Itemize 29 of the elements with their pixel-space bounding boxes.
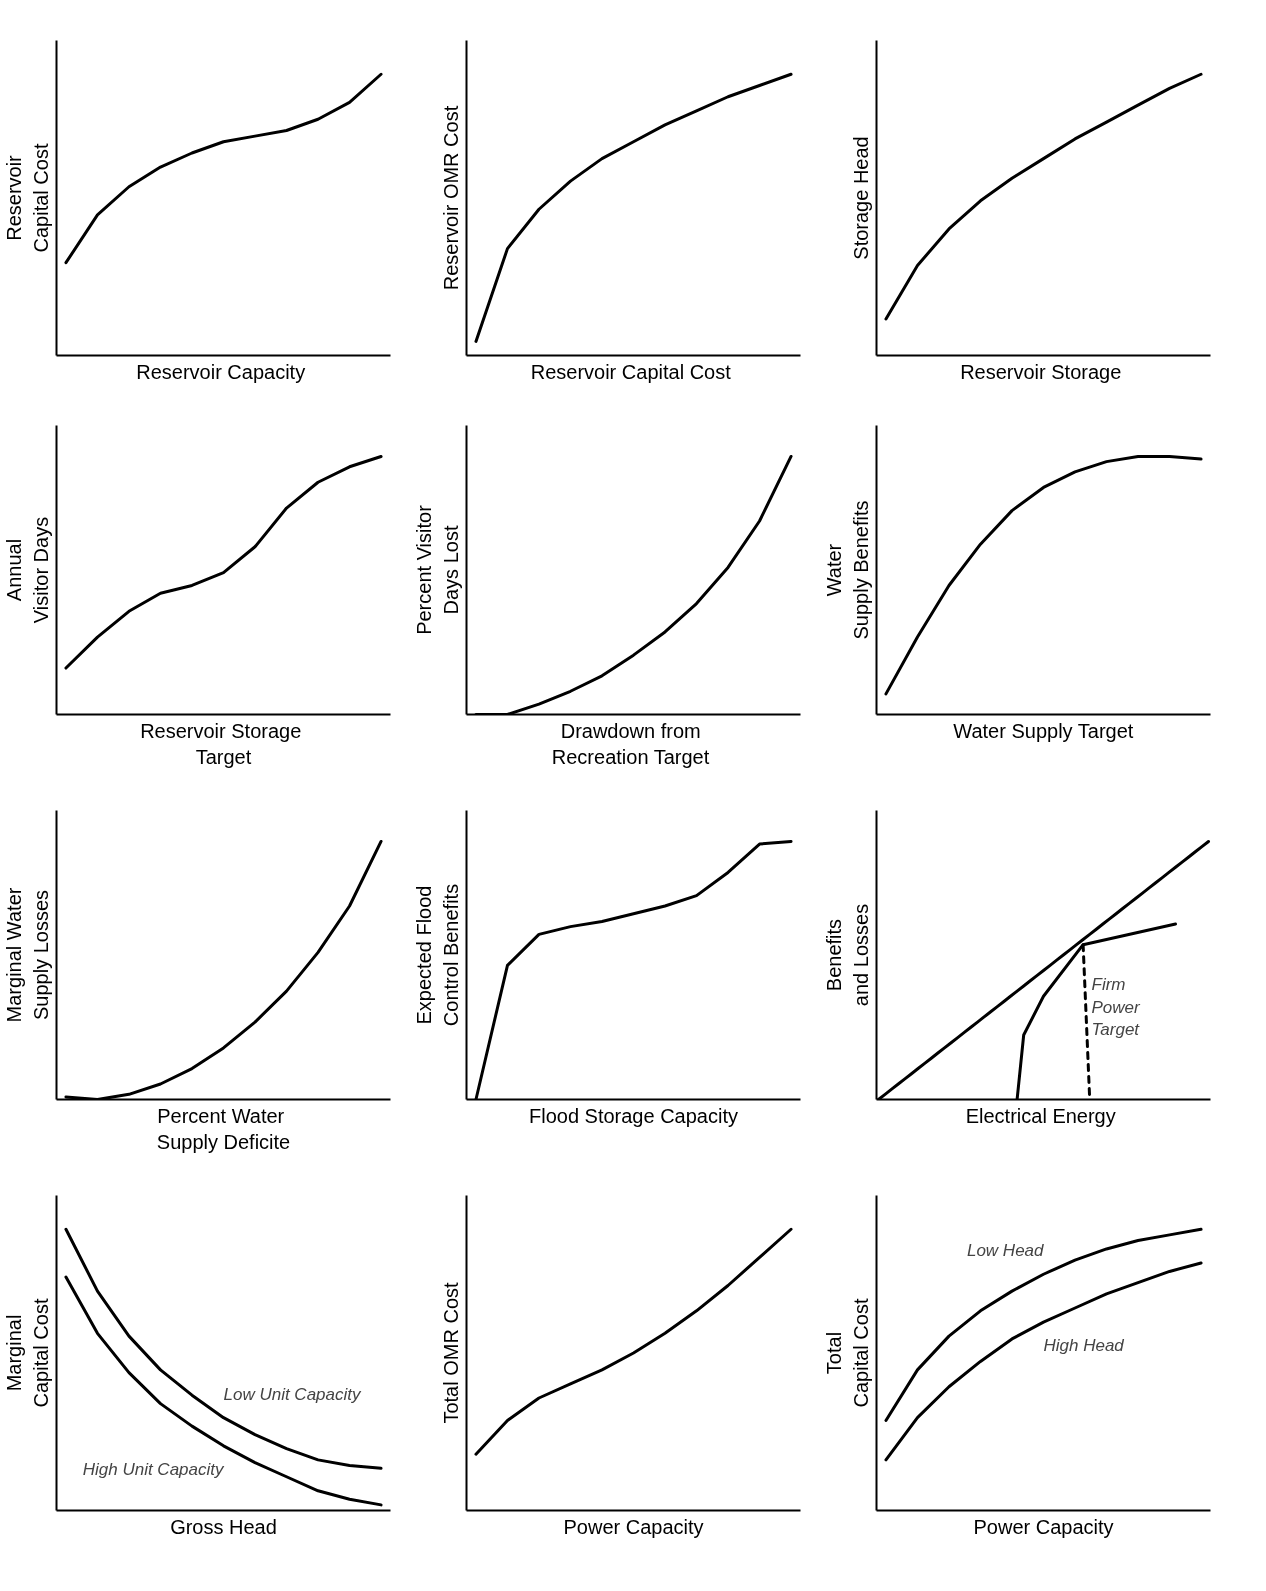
y-axis-title: Reservoir OMR Cost xyxy=(439,105,462,291)
x-axis-title: Drawdown from Recreation Target xyxy=(551,719,710,768)
annotation: Firm Power Target xyxy=(1091,974,1142,1040)
y-axis-title: Marginal Capital Cost xyxy=(3,1298,52,1408)
series-label: High Unit Capacity xyxy=(82,1459,225,1479)
x-axis-title: Gross Head xyxy=(170,1515,277,1538)
series-label: Low Head xyxy=(966,1241,1045,1261)
y-axis-title: Reservoir Capital Cost xyxy=(3,143,52,253)
x-axis-title: Reservoir Storage Target xyxy=(140,719,302,768)
y-axis-title: Marginal Water Supply Losses xyxy=(3,887,52,1023)
x-axis-title: Electrical Energy xyxy=(965,1104,1116,1127)
x-axis-title: Reservoir Storage xyxy=(960,360,1122,383)
x-axis-title: Flood Storage Capacity xyxy=(529,1104,739,1127)
x-axis-title: Reservoir Capacity xyxy=(136,360,306,383)
x-axis-title: Reservoir Capital Cost xyxy=(530,360,732,383)
series-label: Low Unit Capacity xyxy=(223,1384,362,1404)
series-label: High Head xyxy=(1043,1336,1125,1356)
y-axis-title: Storage Head xyxy=(849,136,872,260)
y-axis-title: Percent Visitor Days Lost xyxy=(413,504,462,635)
y-axis-title: Benefits and Losses xyxy=(823,903,872,1007)
y-axis-title: Total OMR Cost xyxy=(439,1281,462,1424)
x-axis-title: Percent Water Supply Deficite xyxy=(156,1104,291,1153)
x-axis-title: Water Supply Target xyxy=(953,719,1134,742)
y-axis-title: Annual Visitor Days xyxy=(3,516,52,624)
x-axis-title: Power Capacity xyxy=(563,1515,704,1538)
y-axis-title: Water Supply Benefits xyxy=(823,500,872,640)
x-axis-title: Power Capacity xyxy=(973,1515,1114,1538)
y-axis-title: Expected Flood Control Benefits xyxy=(413,883,462,1027)
y-axis-title: Total Capital Cost xyxy=(823,1298,872,1408)
